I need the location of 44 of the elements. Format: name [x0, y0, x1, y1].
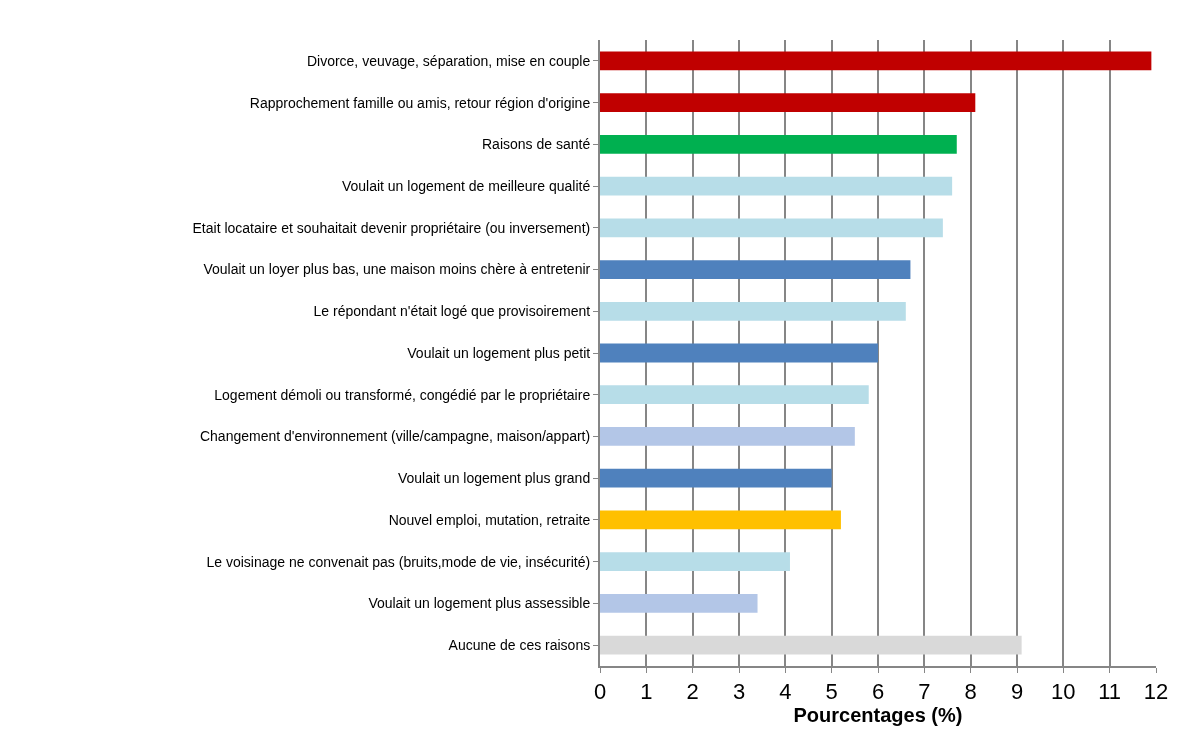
bar: [600, 427, 855, 446]
y-tick-label: Divorce, veuvage, séparation, mise en couple: [306, 52, 591, 69]
bar: [600, 176, 953, 196]
x-tick-label: 1: [640, 679, 653, 705]
bar: [600, 218, 943, 238]
bar: [600, 301, 906, 321]
y-tick-label: Nouvel emploi, mutation, retraite: [388, 511, 591, 528]
x-tick-label: 11: [1098, 679, 1122, 705]
x-tick-label: 0: [593, 679, 607, 705]
y-tick-label: Voulait un loyer plus bas, une maison moins chère à entretenir: [203, 261, 591, 278]
x-tick-label: 12: [1143, 679, 1169, 705]
bar: [600, 594, 758, 613]
bar: [600, 468, 832, 488]
x-tick-label: 6: [871, 679, 885, 705]
y-tick-label: Voulait un logement de meilleure qualité: [341, 177, 591, 194]
bar: [600, 635, 1022, 655]
y-tick-label: Aucune de ces raisons: [448, 637, 591, 654]
x-tick-label: 9: [1010, 679, 1024, 705]
y-tick-label: Logement démoli ou transformé, congédié par le propriétaire: [214, 386, 591, 403]
y-tick-label: Changement d'environnement (ville/campagne, maison/appart): [199, 428, 591, 445]
y-tick-label: Le voisinage ne convenait pas (bruits,mode de vie, insécurité): [206, 553, 591, 570]
x-tick-label: 5: [825, 679, 838, 705]
x-tick-label: 7: [918, 679, 931, 705]
bar: [600, 93, 976, 112]
bar: [600, 552, 790, 572]
bar: [600, 343, 878, 363]
y-tick-label: Voulait un logement plus petit: [407, 344, 591, 361]
bar: [600, 385, 869, 405]
bar: [600, 260, 911, 279]
y-tick-label: Raisons de santé: [482, 136, 591, 153]
y-tick-label: Rapprochement famille ou amis, retour région d'origine: [249, 94, 591, 111]
x-tick-label: 10: [1051, 679, 1076, 705]
bar: [600, 510, 841, 530]
y-tick-label: Le répondant n'était logé que provisoirement: [313, 303, 591, 320]
x-tick-label: 8: [964, 679, 977, 705]
bar: [600, 51, 1152, 71]
x-tick-label: 2: [686, 679, 699, 705]
y-tick-label: Voulait un logement plus assessible: [368, 595, 591, 612]
x-tick-label: 4: [779, 679, 792, 705]
y-tick-label: Voulait un logement plus grand: [397, 470, 591, 487]
y-tick-label: Etait locataire et souhaitait devenir propriétaire (ou inversement): [192, 219, 591, 236]
bar: [600, 134, 957, 154]
x-tick-label: 3: [732, 679, 746, 705]
x-axis-title: Pourcentages (%): [793, 704, 963, 727]
